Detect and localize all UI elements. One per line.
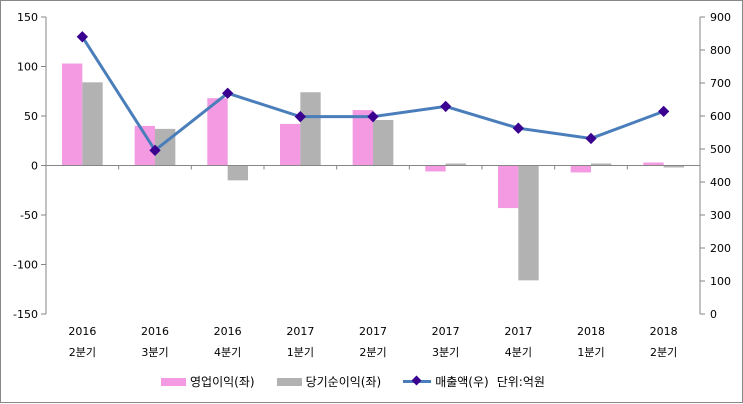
right-tick-label: 0	[710, 308, 717, 321]
right-tick-label: 300	[710, 209, 731, 222]
revenue-marker	[149, 144, 161, 156]
right-tick-label: 200	[710, 242, 731, 255]
bar-net-income	[591, 163, 612, 166]
legend-label: 매출액(우)	[435, 375, 489, 389]
legend-item-revenue: 매출액(우)	[403, 373, 489, 390]
bar-operating-profit	[279, 123, 301, 166]
x-tick-label-quarter: 2분기	[69, 346, 96, 359]
revenue-marker	[585, 132, 597, 145]
x-tick-label-quarter: 4분기	[505, 346, 532, 359]
x-tick-label-year: 2017	[359, 325, 387, 338]
right-tick-label: 400	[710, 176, 731, 189]
bar-operating-profit	[134, 125, 155, 166]
legend-item-net-income: 당기순이익(좌)	[276, 373, 382, 390]
right-tick-label: 800	[710, 44, 731, 57]
bar-operating-profit	[497, 165, 519, 209]
revenue-marker	[658, 105, 670, 118]
x-tick-label-quarter: 1분기	[287, 346, 314, 359]
legend: 영업이익(좌) 당기순이익(좌) 매출액(우) 단위:억원	[161, 373, 545, 390]
right-tick-label: 600	[710, 110, 731, 123]
right-tick-label: 900	[710, 11, 731, 24]
left-tick-label: -100	[13, 259, 38, 272]
left-tick-label: -50	[20, 209, 38, 222]
x-tick-label-year: 2018	[650, 325, 678, 338]
legend-swatch	[276, 377, 302, 386]
x-tick-label-quarter: 2분기	[359, 346, 386, 359]
legend-line-marker	[403, 375, 432, 386]
bar-net-income	[518, 165, 539, 281]
revenue-marker	[512, 122, 524, 134]
legend-item-operating-profit: 영업이익(좌)	[161, 373, 255, 390]
x-tick-label-quarter: 3분기	[141, 346, 168, 359]
bar-net-income	[300, 92, 321, 166]
right-tick-label: 500	[710, 143, 731, 156]
x-tick-label-quarter: 2분기	[650, 346, 677, 359]
left-tick-label: 100	[17, 61, 38, 74]
legend-label: 영업이익(좌)	[190, 375, 255, 389]
legend-label: 당기순이익(좌)	[305, 375, 382, 389]
x-tick-label-year: 2017	[504, 325, 532, 338]
bar-operating-profit	[352, 110, 373, 166]
left-tick-label: -150	[13, 308, 38, 321]
x-tick-label-quarter: 1분기	[577, 346, 604, 359]
x-tick-label-year: 2017	[286, 325, 314, 338]
bar-operating-profit	[570, 165, 591, 173]
right-tick-label: 100	[710, 275, 731, 288]
bar-operating-profit	[207, 98, 228, 166]
x-tick-label-quarter: 3분기	[432, 346, 459, 359]
bar-net-income	[82, 82, 103, 166]
bar-net-income	[663, 165, 685, 168]
unit-note: 단위:억원	[496, 375, 545, 389]
left-tick-label: 50	[24, 110, 38, 123]
bar-net-income	[445, 163, 467, 166]
revenue-marker	[440, 100, 452, 113]
x-tick-label-year: 2018	[577, 325, 605, 338]
legend-swatch	[161, 377, 186, 386]
x-tick-label-year: 2017	[432, 325, 460, 338]
left-tick-label: 150	[17, 11, 38, 24]
x-tick-label-year: 2016	[68, 325, 96, 338]
right-tick-label: 700	[710, 77, 731, 90]
bar-operating-profit	[61, 63, 83, 166]
bar-operating-profit	[643, 162, 664, 166]
bar-net-income	[373, 119, 394, 166]
x-tick-label-quarter: 4분기	[214, 346, 241, 359]
left-tick-label: 0	[31, 160, 38, 173]
bar-operating-profit	[425, 165, 446, 172]
x-tick-label-year: 2016	[214, 325, 242, 338]
bar-net-income	[227, 165, 249, 181]
x-tick-label-year: 2016	[141, 325, 169, 338]
